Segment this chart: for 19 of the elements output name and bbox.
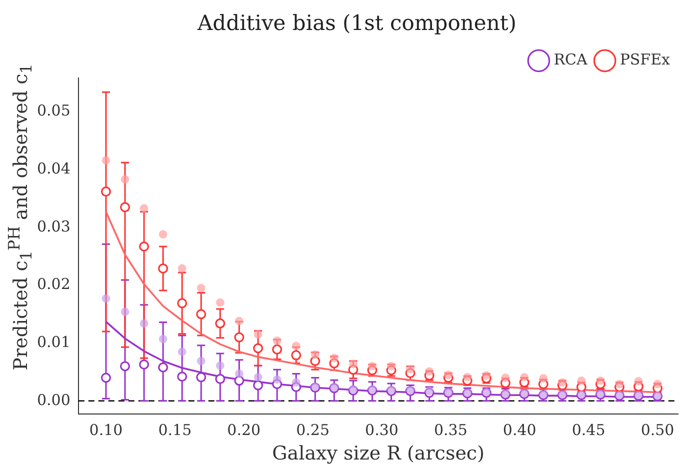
y-tick-label: 0.00	[36, 390, 70, 409]
chart-title: Additive bias (1st component)	[196, 11, 516, 36]
x-tick-label: 0.15	[158, 421, 192, 440]
y-tick-label: 0.05	[36, 102, 70, 120]
x-tick-label: 0.35	[434, 421, 468, 440]
x-tick-label: 0.10	[89, 421, 123, 440]
x-axis-title: Galaxy size R (arcsec)	[272, 442, 484, 465]
y-tick-label: 0.01	[36, 332, 70, 351]
y-tick-label: 0.04	[36, 159, 70, 178]
x-tick-label: 0.45	[572, 421, 606, 440]
legend-label: RCA	[554, 50, 588, 69]
x-tick-label: 0.25	[296, 421, 330, 440]
legend-label: PSFEx	[620, 50, 671, 69]
x-tick-label: 0.40	[502, 421, 536, 440]
x-tick-label: 0.30	[365, 421, 398, 440]
y-tick-label: 0.02	[36, 275, 70, 294]
x-tick-label: 0.20	[227, 421, 261, 440]
y-tick-label: 0.03	[36, 217, 70, 236]
x-tick-label: 0.50	[640, 421, 674, 440]
